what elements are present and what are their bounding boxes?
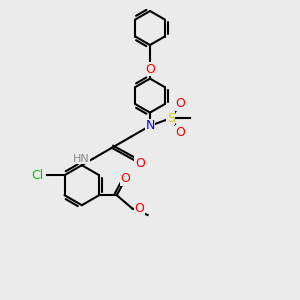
Text: O: O [176, 98, 185, 110]
Text: O: O [176, 126, 185, 139]
Text: O: O [134, 202, 144, 215]
Text: O: O [121, 172, 130, 185]
Text: O: O [145, 63, 155, 76]
Text: S: S [167, 112, 175, 125]
Text: O: O [135, 157, 145, 170]
Text: Cl: Cl [32, 169, 44, 182]
Text: HN: HN [73, 154, 90, 164]
Text: N: N [145, 119, 155, 132]
